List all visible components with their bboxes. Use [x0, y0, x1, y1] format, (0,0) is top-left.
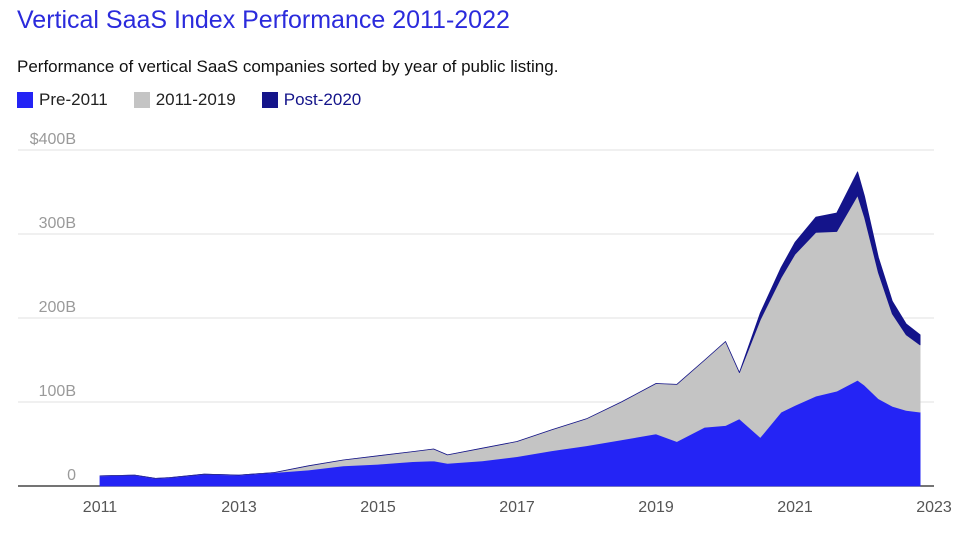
area-series-post-2020 [99, 171, 921, 479]
legend-swatch-post-2020 [261, 92, 278, 108]
y-tick-label: 0 [67, 467, 76, 484]
chart-subtitle: Performance of vertical SaaS companies s… [17, 57, 559, 76]
x-axis-ticks: 2011 2013 2015 2017 2019 2021 2023 [83, 499, 952, 516]
legend-label-post-2020: Post-2020 [283, 90, 362, 109]
x-tick-label: 2017 [499, 499, 535, 516]
y-tick-label: 100B [39, 383, 76, 400]
chart-areas [99, 171, 921, 487]
x-tick-label: 2023 [916, 499, 952, 516]
legend-item-pre-2011: Pre-2011 [17, 90, 108, 110]
legend-label-2011-2019: 2011-2019 [155, 90, 236, 109]
x-tick-label: 2015 [360, 499, 396, 516]
legend-label-pre-2011: Pre-2011 [39, 90, 108, 109]
x-tick-label: 2021 [777, 499, 813, 516]
y-axis-ticks: 0 100B 200B 300B $400B [30, 131, 76, 484]
legend-item-2011-2019: 2011-2019 [133, 90, 236, 110]
legend-item-post-2020: Post-2020 [261, 90, 362, 110]
chart-title: Vertical SaaS Index Performance 2011-202… [17, 6, 510, 34]
x-tick-label: 2011 [83, 499, 118, 516]
chart-legend: Pre-2011 2011-2019 Post-2020 [17, 90, 387, 110]
legend-swatch-2011-2019 [133, 92, 150, 108]
legend-swatch-pre-2011 [17, 92, 33, 108]
x-tick-label: 2013 [221, 499, 257, 516]
y-tick-label: 300B [39, 215, 76, 232]
y-tick-label: 200B [39, 299, 76, 316]
x-tick-label: 2019 [638, 499, 674, 516]
y-tick-label: $400B [30, 131, 76, 148]
